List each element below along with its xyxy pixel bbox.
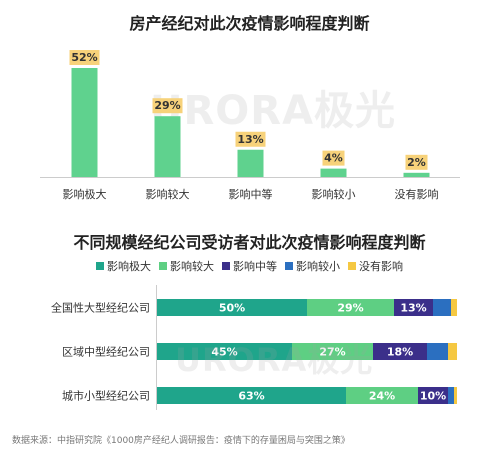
x-tick-label-3: 影响较小 [312, 187, 356, 201]
legend-label-3: 影响较小 [296, 260, 340, 273]
bar-2 [237, 149, 264, 177]
segment-label-2-1: 24% [369, 390, 395, 403]
legend-label-0: 影响极大 [107, 260, 151, 273]
chart-1-plot: 52% 影响极大 29% 影响较大 13% 影响中等 4% 影响较小 2% 没有影响 [40, 50, 460, 201]
segment-label-1-2: 18% [387, 346, 413, 359]
legend-label-2: 影响中等 [233, 260, 277, 273]
bar-value-label-0: 52% [71, 51, 97, 64]
legend-label-1: 影响较大 [170, 260, 214, 273]
chart-2-legend: 影响极大 影响较大 影响中等 影响较小 没有影响 [0, 258, 499, 274]
legend-item-4: 没有影响 [348, 258, 403, 274]
legend-item-2: 影响中等 [222, 258, 277, 274]
bar-0 [71, 68, 98, 177]
source-note: 数据来源：中指研究院《1000房产经纪人调研报告：疫情下的存量困局与突围之策》 [12, 436, 350, 446]
legend-swatch-0 [96, 262, 104, 270]
bar-value-label-4: 2% [407, 156, 426, 169]
segment-label-0-1: 29% [337, 302, 363, 315]
legend-item-3: 影响较小 [285, 258, 340, 274]
bar-3 [320, 168, 347, 177]
segment-2-4 [454, 387, 457, 404]
bar-label-bg-3 [322, 150, 345, 166]
legend-swatch-2 [222, 262, 230, 270]
legend-swatch-1 [159, 262, 167, 270]
bar-4 [403, 172, 430, 177]
segment-0-2 [394, 299, 433, 316]
segment-0-0 [157, 299, 307, 316]
y-tick-label-0: 全国性大型经纪公司 [51, 301, 150, 315]
bar-1 [154, 116, 181, 177]
legend-swatch-4 [348, 262, 356, 270]
x-tick-label-1: 影响较大 [146, 187, 190, 201]
watermark-2: URORA极光 [175, 341, 374, 379]
segment-2-1 [346, 387, 418, 404]
y-tick-label-2: 城市小型经纪公司 [62, 389, 150, 403]
segment-0-3 [433, 299, 451, 316]
bar-value-label-2: 13% [237, 133, 263, 146]
legend-item-1: 影响较大 [159, 258, 214, 274]
segment-1-3 [427, 343, 448, 360]
chart-2-title: 不同规模经纪公司受访者对此次疫情影响程度判断 [73, 233, 426, 252]
segment-1-4 [448, 343, 457, 360]
segment-label-2-0: 63% [238, 390, 264, 403]
x-tick-label-4: 没有影响 [395, 187, 439, 201]
y-tick-label-1: 区域中型经纪公司 [62, 345, 150, 359]
bar-label-bg-1 [152, 98, 183, 114]
segment-2-2 [418, 387, 448, 404]
bar-label-bg-2 [235, 131, 266, 147]
segment-0-1 [307, 299, 394, 316]
segment-2-3 [448, 387, 454, 404]
legend-label-4: 没有影响 [359, 260, 403, 273]
chart-1-title: 房产经纪对此次疫情影响程度判断 [129, 14, 370, 33]
legend-swatch-3 [285, 262, 293, 270]
segment-label-0-0: 50% [219, 302, 245, 315]
segment-2-0 [157, 387, 346, 404]
segment-label-2-2: 10% [420, 390, 446, 403]
x-tick-label-2: 影响中等 [229, 187, 273, 201]
bar-value-label-1: 29% [154, 99, 180, 112]
bar-label-bg-0 [69, 50, 100, 65]
segment-0-4 [451, 299, 457, 316]
bar-label-bg-4 [405, 154, 428, 170]
legend-item-0: 影响极大 [96, 258, 151, 274]
x-tick-label-0: 影响极大 [63, 187, 107, 201]
bar-value-label-3: 4% [324, 152, 343, 165]
segment-1-2 [373, 343, 427, 360]
segment-label-0-2: 13% [400, 302, 426, 315]
